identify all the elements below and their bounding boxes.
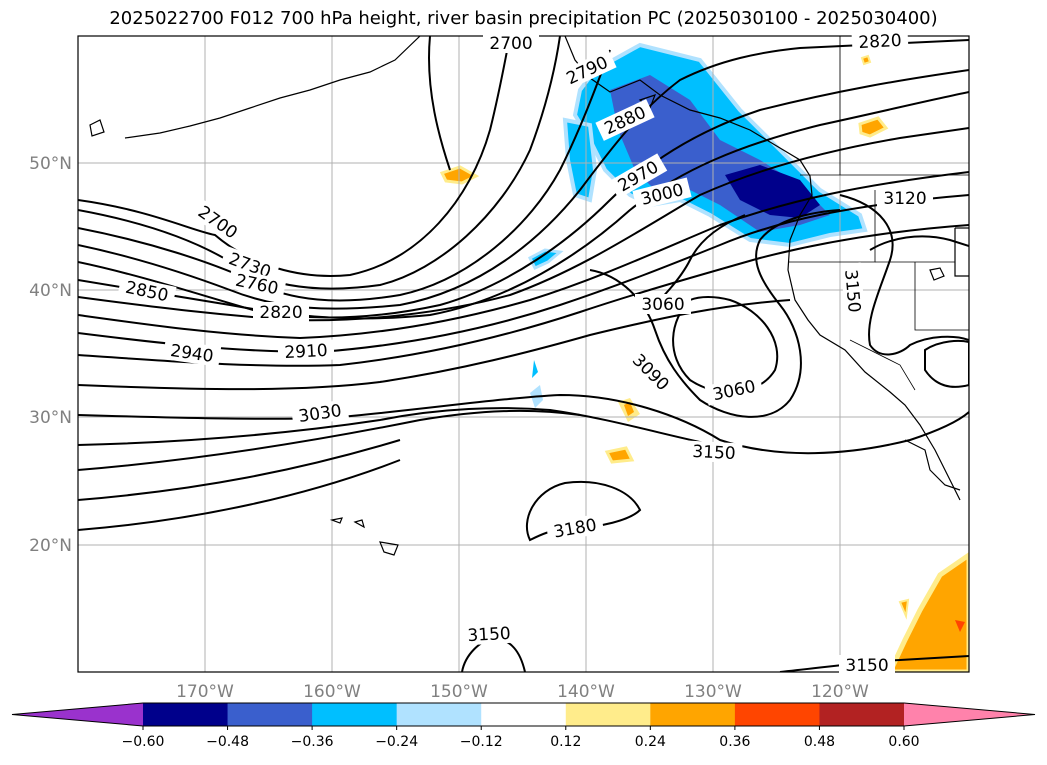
colorbar-segment — [396, 703, 482, 726]
colorbar-tick-label: 0.36 — [719, 734, 750, 750]
contour-label: 2910 — [284, 341, 328, 363]
contour-label: 2820 — [858, 31, 902, 53]
lon-label-170w: 170°W — [176, 682, 234, 702]
contour-label: 3060 — [641, 295, 684, 315]
colorbar-tick-label: −0.12 — [460, 734, 503, 750]
map-title: 2025022700 F012 700 hPa height, river ba… — [109, 8, 938, 29]
contour-label: 2700 — [489, 34, 532, 54]
coastlines — [89, 36, 969, 556]
lon-label-160w: 160°W — [303, 682, 361, 702]
contour-label: 2820 — [259, 303, 302, 323]
colorbar-tick-label: −0.48 — [206, 734, 249, 750]
contour-label: 3150 — [840, 269, 864, 314]
colorbar-segment — [734, 703, 820, 726]
colorbar-tick-label: 0.48 — [804, 734, 835, 750]
colorbar-segment — [481, 703, 567, 726]
lat-label-30n: 30°N — [29, 408, 72, 428]
colorbar-segment — [227, 703, 313, 726]
colorbar-tick-label: −0.24 — [375, 734, 418, 750]
lon-label-130w: 130°W — [684, 682, 742, 702]
colorbar-segment — [819, 703, 905, 726]
lon-label-120w: 120°W — [811, 682, 869, 702]
colorbar-extend-high — [904, 703, 1035, 726]
lat-label-50n: 50°N — [29, 154, 72, 174]
colorbar-tick-label: −0.36 — [291, 734, 334, 750]
latitude-labels: 50°N 40°N 30°N 20°N — [29, 154, 72, 556]
colorbar-tick-label: 0.24 — [635, 734, 666, 750]
colorbar: −0.60 −0.48 −0.36 −0.24 −0.12 0.12 0.24 0.36 0.4… — [11, 702, 1036, 750]
colorbar-segment — [650, 703, 736, 726]
contour-label: 3150 — [845, 656, 888, 676]
lon-label-140w: 140°W — [557, 682, 615, 702]
contour-label: 3150 — [467, 624, 511, 646]
colorbar-segment — [565, 703, 651, 726]
longitude-labels: 170°W 160°W 150°W 140°W 130°W 120°W — [176, 682, 869, 702]
colorbar-extend-low — [12, 703, 143, 726]
colorbar-tick-label: 0.60 — [888, 734, 919, 750]
colorbar-tick-label: 0.12 — [550, 734, 581, 750]
lon-label-150w: 150°W — [430, 682, 488, 702]
contour-label: 3120 — [883, 189, 926, 209]
height-contours — [78, 36, 969, 672]
lat-label-40n: 40°N — [29, 281, 72, 301]
colorbar-segment — [143, 703, 229, 726]
colorbar-segment — [312, 703, 398, 726]
colorbar-tick-label: −0.60 — [122, 734, 165, 750]
map-panel — [78, 36, 969, 672]
lat-label-20n: 20°N — [29, 536, 72, 556]
contour-label: 3150 — [692, 442, 736, 464]
